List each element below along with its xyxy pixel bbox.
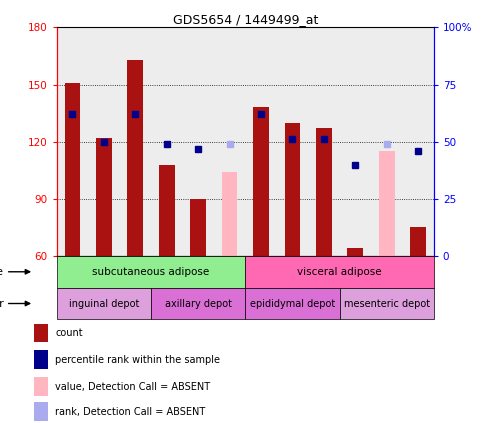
Text: count: count xyxy=(55,328,83,338)
Text: mesenteric depot: mesenteric depot xyxy=(344,299,430,308)
Bar xyxy=(190,199,206,256)
Bar xyxy=(245,256,434,288)
Bar xyxy=(182,27,214,256)
Bar xyxy=(151,288,245,319)
Bar xyxy=(96,138,112,256)
Bar xyxy=(222,172,238,256)
Text: value, Detection Call = ABSENT: value, Detection Call = ABSENT xyxy=(55,382,211,392)
Text: percentile rank within the sample: percentile rank within the sample xyxy=(55,355,220,365)
Text: visceral adipose: visceral adipose xyxy=(297,267,382,277)
Bar xyxy=(284,123,300,256)
Bar xyxy=(57,288,151,319)
Bar xyxy=(34,350,48,369)
Bar xyxy=(308,27,340,256)
Bar xyxy=(371,27,402,256)
Bar xyxy=(316,129,332,256)
Bar xyxy=(159,165,175,256)
Bar xyxy=(88,27,119,256)
Bar xyxy=(34,402,48,421)
Text: rank, Detection Call = ABSENT: rank, Detection Call = ABSENT xyxy=(55,407,206,417)
Bar xyxy=(65,83,80,256)
Bar xyxy=(127,60,143,256)
Bar xyxy=(379,151,394,256)
Bar xyxy=(340,27,371,256)
Bar xyxy=(277,27,308,256)
Text: tissue: tissue xyxy=(0,267,4,277)
Text: inguinal depot: inguinal depot xyxy=(69,299,139,308)
Bar xyxy=(410,228,426,256)
Bar xyxy=(245,27,277,256)
Bar xyxy=(253,107,269,256)
Text: other: other xyxy=(0,299,4,308)
Title: GDS5654 / 1449499_at: GDS5654 / 1449499_at xyxy=(173,14,318,26)
Bar xyxy=(402,27,434,256)
Bar xyxy=(348,248,363,256)
Bar xyxy=(34,377,48,396)
Bar xyxy=(214,27,246,256)
Text: axillary depot: axillary depot xyxy=(165,299,232,308)
Bar xyxy=(340,288,434,319)
Bar xyxy=(57,256,245,288)
Bar xyxy=(245,288,340,319)
Bar xyxy=(151,27,182,256)
Bar xyxy=(119,27,151,256)
Text: epididymal depot: epididymal depot xyxy=(250,299,335,308)
Bar xyxy=(57,27,88,256)
Bar xyxy=(34,324,48,342)
Text: subcutaneous adipose: subcutaneous adipose xyxy=(92,267,210,277)
